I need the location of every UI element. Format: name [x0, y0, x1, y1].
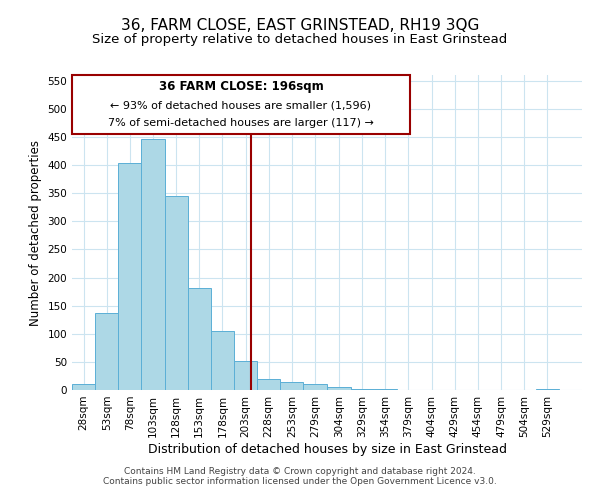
Bar — [257, 379, 280, 390]
Text: Contains HM Land Registry data © Crown copyright and database right 2024.: Contains HM Land Registry data © Crown c… — [124, 467, 476, 476]
Text: Contains public sector information licensed under the Open Government Licence v3: Contains public sector information licen… — [103, 477, 497, 486]
Bar — [72, 384, 95, 390]
Text: Size of property relative to detached houses in East Grinstead: Size of property relative to detached ho… — [92, 32, 508, 46]
Bar — [142, 138, 164, 390]
Bar — [304, 384, 326, 390]
Bar — [118, 164, 142, 390]
Bar — [234, 361, 257, 390]
Bar — [350, 389, 374, 390]
Bar — [328, 387, 350, 390]
Y-axis label: Number of detached properties: Number of detached properties — [29, 140, 42, 326]
Text: 7% of semi-detached houses are larger (117) →: 7% of semi-detached houses are larger (1… — [108, 118, 374, 128]
Bar — [211, 331, 234, 390]
Bar — [95, 313, 118, 390]
Bar — [280, 382, 304, 390]
Bar — [536, 389, 559, 390]
Bar — [188, 288, 211, 390]
Text: 36, FARM CLOSE, EAST GRINSTEAD, RH19 3QG: 36, FARM CLOSE, EAST GRINSTEAD, RH19 3QG — [121, 18, 479, 32]
Text: 36 FARM CLOSE: 196sqm: 36 FARM CLOSE: 196sqm — [158, 80, 323, 93]
Bar — [164, 196, 188, 390]
X-axis label: Distribution of detached houses by size in East Grinstead: Distribution of detached houses by size … — [148, 442, 506, 456]
Text: ← 93% of detached houses are smaller (1,596): ← 93% of detached houses are smaller (1,… — [110, 100, 371, 110]
